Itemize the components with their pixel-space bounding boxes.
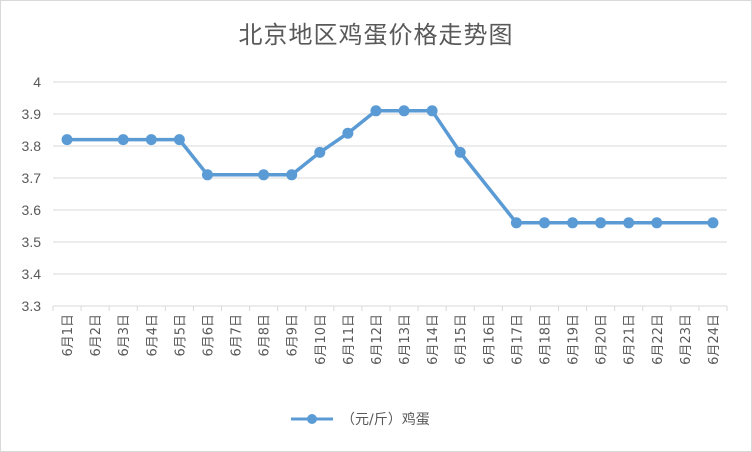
- y-tick-label: 3.3: [22, 298, 42, 314]
- x-tick-label: 6月9日: [286, 314, 301, 357]
- x-tick-label: 6月1日: [61, 314, 76, 357]
- y-tick-label: 3.4: [22, 266, 42, 282]
- x-tick-label: 6月21日: [623, 314, 638, 365]
- data-point: [145, 134, 157, 146]
- chart-title: 北京地区鸡蛋价格走势图: [238, 21, 514, 49]
- data-point: [201, 169, 213, 181]
- data-point: [370, 105, 382, 117]
- x-tick-label: 6月6日: [201, 314, 216, 357]
- data-point: [258, 169, 270, 181]
- x-tick-label: 6月15日: [454, 314, 469, 365]
- y-tick-label: 3.7: [22, 170, 42, 186]
- legend-line-marker-icon: [291, 414, 333, 424]
- data-point: [398, 105, 410, 117]
- x-tick-label: 6月8日: [258, 314, 273, 357]
- x-tick-label: 6月23日: [679, 314, 694, 365]
- y-tick-label: 4: [33, 74, 41, 90]
- data-point: [61, 134, 73, 146]
- data-point: [707, 217, 719, 229]
- data-point: [314, 146, 326, 158]
- series-line: [67, 109, 713, 225]
- y-tick-label: 3.6: [22, 202, 42, 218]
- x-tick-label: 6月14日: [426, 314, 441, 365]
- x-tick-label: 6月16日: [482, 314, 497, 365]
- data-point: [426, 105, 438, 117]
- x-tick-label: 6月12日: [370, 314, 385, 365]
- x-tick-label: 6月2日: [89, 314, 104, 357]
- data-point: [173, 134, 185, 146]
- data-point: [651, 217, 663, 229]
- data-point: [286, 169, 298, 181]
- x-tick-label: 6月3日: [117, 314, 132, 357]
- y-tick-label: 3.8: [22, 138, 42, 154]
- data-point: [623, 217, 635, 229]
- x-tick-label: 6月24日: [707, 314, 722, 365]
- data-point: [454, 146, 466, 158]
- data-point: [567, 217, 579, 229]
- y-tick-label: 3.9: [22, 106, 42, 122]
- x-tick-label: 6月20日: [595, 314, 610, 365]
- data-point: [595, 217, 607, 229]
- x-tick-label: 6月7日: [230, 314, 245, 357]
- legend-label: （元/斤）鸡蛋: [341, 412, 430, 428]
- x-tick-label: 6月10日: [314, 314, 329, 365]
- data-point: [510, 217, 522, 229]
- x-tick-label: 6月17日: [510, 314, 525, 365]
- x-tick-label: 6月19日: [567, 314, 582, 365]
- x-tick-label: 6月5日: [173, 314, 188, 357]
- x-tick-label: 6月13日: [398, 314, 413, 365]
- data-point: [117, 134, 129, 146]
- data-point: [538, 217, 550, 229]
- x-tick-label: 6月11日: [342, 314, 357, 365]
- x-tick-label: 6月18日: [538, 314, 553, 365]
- x-tick-label: 6月4日: [145, 314, 160, 357]
- x-tick-label: 6月22日: [651, 314, 666, 365]
- legend: （元/斤）鸡蛋: [291, 409, 430, 429]
- y-tick-label: 3.5: [22, 234, 42, 250]
- data-point: [342, 127, 354, 139]
